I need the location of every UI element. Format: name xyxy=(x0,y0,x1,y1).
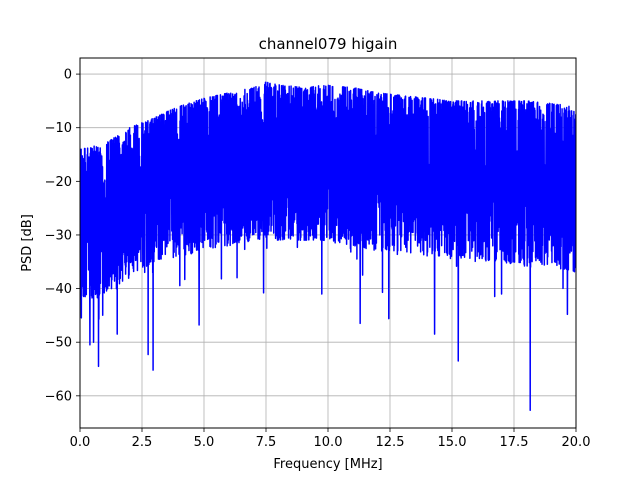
x-tick-label: 15.0 xyxy=(438,435,467,450)
y-tick-label: −20 xyxy=(45,175,72,190)
y-tick-label: −10 xyxy=(45,121,72,136)
y-tick-label: −30 xyxy=(45,228,72,243)
chart-title: channel079 higain xyxy=(259,35,398,53)
x-tick-label: 5.0 xyxy=(194,435,215,450)
y-tick-label: −60 xyxy=(45,389,72,404)
x-tick-label: 20.0 xyxy=(562,435,591,450)
x-tick-label: 7.5 xyxy=(256,435,277,450)
x-tick-label: 17.5 xyxy=(500,435,529,450)
x-axis-label: Frequency [MHz] xyxy=(273,457,382,472)
plot-area xyxy=(80,81,576,412)
series-layer xyxy=(80,81,576,412)
x-tick-label: 12.5 xyxy=(376,435,405,450)
x-tick-label: 2.5 xyxy=(132,435,153,450)
y-tick-label: 0 xyxy=(64,68,72,83)
x-tick-label: 10.0 xyxy=(314,435,343,450)
psd-series-line xyxy=(80,81,576,412)
y-axis: 0 −10 −20 −30 −40 −50 −60 xyxy=(45,68,80,404)
y-axis-label: PSD [dB] xyxy=(20,214,35,272)
y-tick-label: −50 xyxy=(45,336,72,351)
y-tick-label: −40 xyxy=(45,282,72,297)
x-tick-label: 0.0 xyxy=(70,435,91,450)
x-axis: 0.0 2.5 5.0 7.5 10.0 12.5 15.0 17.5 20.0 xyxy=(70,428,591,450)
